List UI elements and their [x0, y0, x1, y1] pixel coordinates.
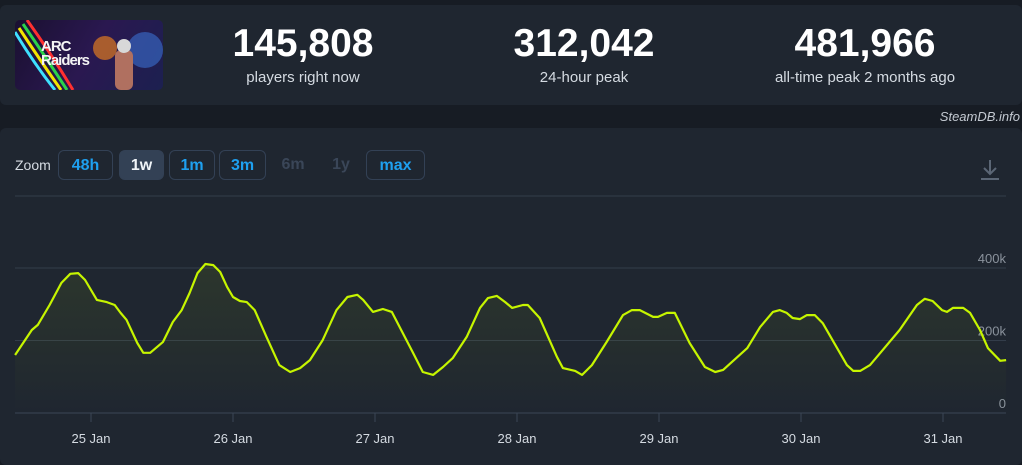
x-tick-label: 30 Jan: [781, 431, 820, 446]
stat-24h-peak: 312,042 24-hour peak: [464, 22, 704, 86]
stat-label: 24-hour peak: [539, 69, 629, 86]
stats-header: ARC Raiders 145,808 players right now 312…: [0, 5, 1022, 105]
zoom-1w-button[interactable]: 1w: [119, 150, 164, 180]
x-tick-label: 31 Jan: [923, 431, 962, 446]
stat-label: all-time peak 2 months ago: [774, 69, 956, 86]
series-area: [15, 264, 1007, 413]
x-tick-label: 27 Jan: [355, 431, 394, 446]
x-tick-label: 29 Jan: [639, 431, 678, 446]
stat-value: 312,042: [513, 22, 655, 65]
zoom-6m-button: 6m: [281, 156, 305, 173]
zoom-48h-button[interactable]: 48h: [58, 150, 113, 180]
steamdb-credit-link[interactable]: SteamDB.info: [939, 109, 1020, 124]
series-line: [14, 262, 1007, 376]
x-tick-label: 25 Jan: [71, 431, 110, 446]
y-tick-label: 400k: [978, 251, 1007, 266]
logo-text: ARC Raiders: [41, 38, 90, 69]
x-tick-label: 28 Jan: [497, 431, 536, 446]
zoom-label: Zoom: [15, 157, 51, 173]
logo-stripes-icon: [15, 20, 163, 90]
stat-current-players: 145,808 players right now: [183, 22, 423, 86]
zoom-1y-button: 1y: [332, 156, 350, 173]
zoom-3m-button[interactable]: 3m: [219, 150, 266, 180]
zoom-max-button[interactable]: max: [366, 150, 425, 180]
zoom-1m-button[interactable]: 1m: [169, 150, 215, 180]
y-tick-label: 200k: [978, 324, 1007, 339]
game-logo[interactable]: ARC Raiders: [15, 20, 163, 90]
download-icon[interactable]: [979, 158, 1001, 182]
x-tick-label: 26 Jan: [213, 431, 252, 446]
stat-all-time-peak: 481,966 all-time peak 2 months ago: [745, 22, 985, 86]
stat-label: players right now: [246, 69, 360, 86]
stat-value: 481,966: [794, 22, 936, 65]
stat-value: 145,808: [232, 22, 374, 65]
